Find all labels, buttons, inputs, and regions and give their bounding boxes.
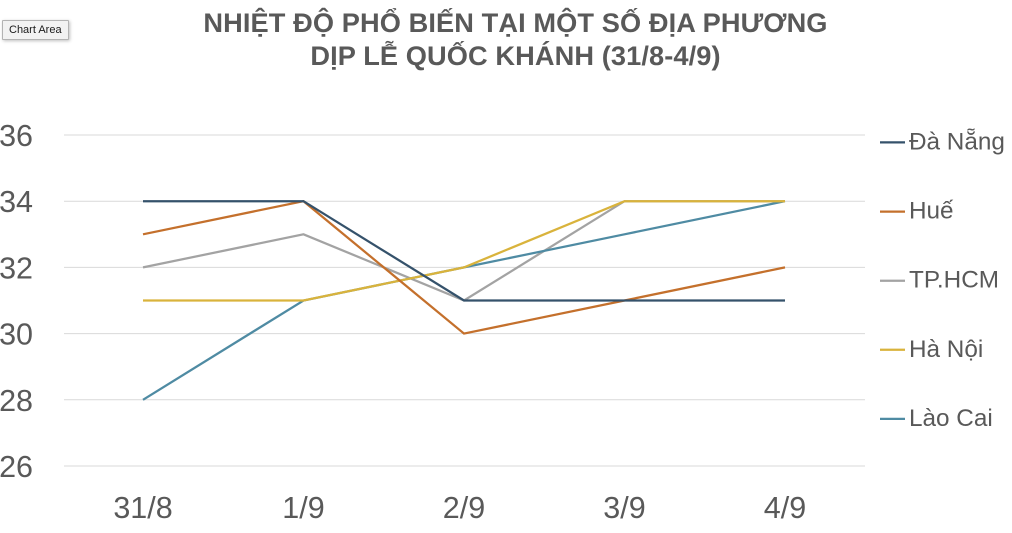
svg-text:34: 34	[0, 185, 33, 219]
svg-text:28: 28	[0, 384, 33, 418]
svg-text:Huế: Huế	[909, 198, 954, 225]
svg-text:2/9: 2/9	[443, 491, 485, 525]
svg-text:TP.HCM: TP.HCM	[909, 267, 999, 294]
svg-text:26: 26	[0, 450, 33, 484]
svg-text:Đà Nẵng: Đà Nẵng	[909, 127, 1005, 155]
svg-text:1/9: 1/9	[282, 491, 324, 525]
svg-text:30: 30	[0, 318, 33, 352]
svg-text:4/9: 4/9	[764, 491, 806, 525]
svg-text:36: 36	[0, 119, 33, 153]
svg-text:31/8: 31/8	[113, 491, 172, 525]
svg-text:Lào Cai: Lào Cai	[909, 405, 993, 432]
svg-text:32: 32	[0, 251, 33, 285]
svg-text:3/9: 3/9	[603, 491, 645, 525]
svg-text:Hà Nội: Hà Nội	[909, 336, 983, 363]
